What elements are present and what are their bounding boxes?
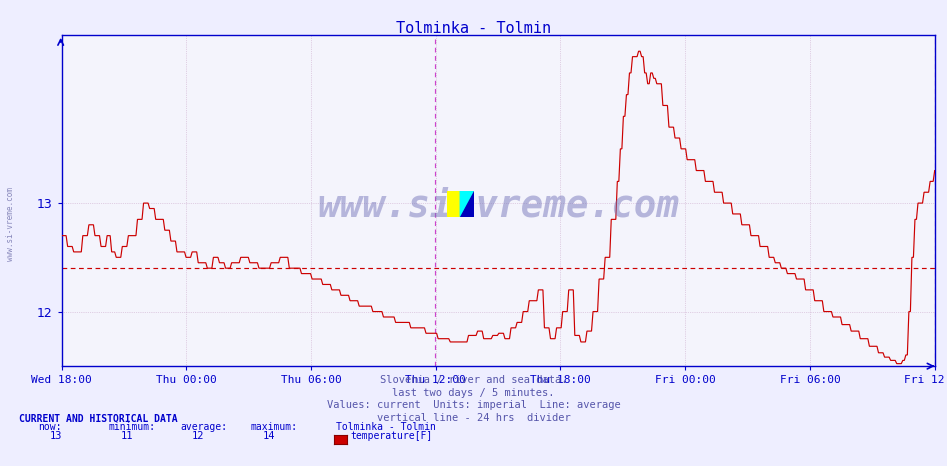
Text: 11: 11 [120,432,133,441]
Text: minimum:: minimum: [109,422,156,432]
Text: maximum:: maximum: [251,422,298,432]
Text: CURRENT AND HISTORICAL DATA: CURRENT AND HISTORICAL DATA [19,414,178,424]
Polygon shape [447,191,460,217]
Text: temperature[F]: temperature[F] [350,431,433,441]
Text: now:: now: [38,422,62,432]
Text: Values: current  Units: imperial  Line: average: Values: current Units: imperial Line: av… [327,400,620,410]
Text: www.si-vreme.com: www.si-vreme.com [317,189,679,225]
Polygon shape [460,191,474,217]
Text: Tolminka - Tolmin: Tolminka - Tolmin [396,21,551,36]
Text: average:: average: [180,422,227,432]
Text: vertical line - 24 hrs  divider: vertical line - 24 hrs divider [377,413,570,423]
Text: 13: 13 [49,432,62,441]
Text: Slovenia / river and sea data.: Slovenia / river and sea data. [380,375,567,385]
Polygon shape [447,191,460,217]
Text: last two days / 5 minutes.: last two days / 5 minutes. [392,388,555,397]
Text: www.si-vreme.com: www.si-vreme.com [6,187,15,260]
Text: Tolminka - Tolmin: Tolminka - Tolmin [336,422,436,432]
Text: 12: 12 [191,432,204,441]
Polygon shape [460,191,474,217]
Text: 14: 14 [262,432,275,441]
